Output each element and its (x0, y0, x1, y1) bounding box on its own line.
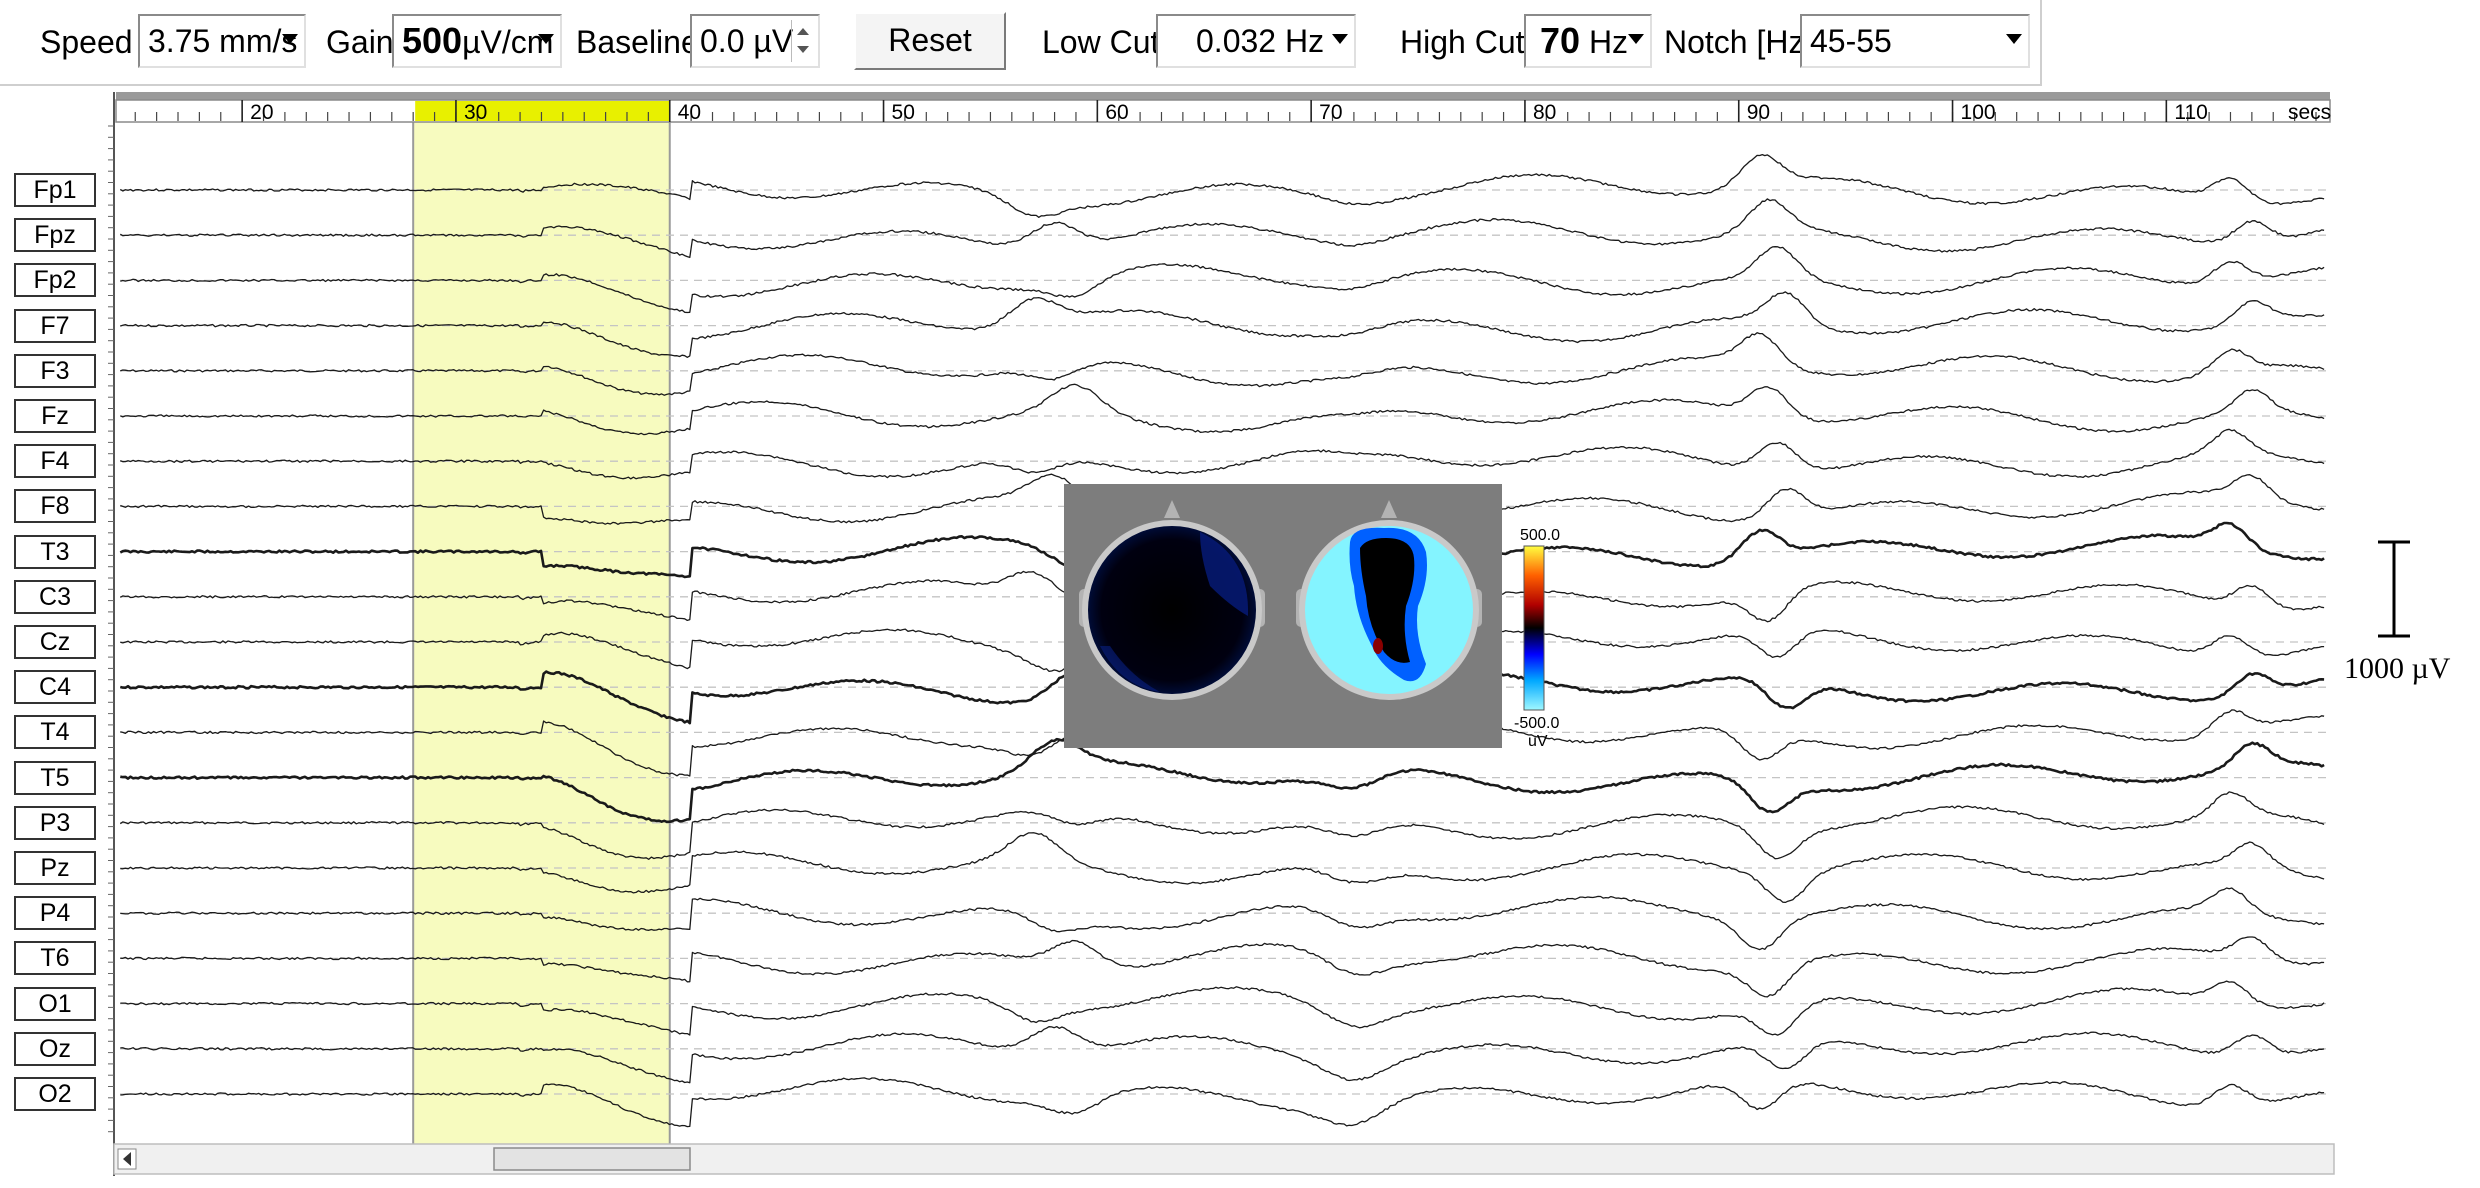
ruler-major-ticks: 20 30 40 50 60 70 80 90 100 110 (241, 100, 2208, 124)
ruler-top-bar (116, 92, 2330, 100)
channel-label-t6[interactable]: T6 (14, 941, 96, 976)
eeg-trace-p4 (120, 887, 2325, 951)
eeg-trace-fp2 (120, 246, 2325, 314)
chevron-down-icon[interactable] (282, 34, 298, 44)
topomap-inset: 500.0 -500.0 uV (1064, 484, 1560, 750)
lowcut-dropdown[interactable]: 0.032 Hz (1156, 14, 1356, 68)
channel-label-f7[interactable]: F7 (14, 308, 96, 343)
ruler-unit: secs (2288, 101, 2331, 124)
chevron-down-icon[interactable] (1332, 34, 1348, 44)
topomap-colorbar (1523, 545, 1545, 711)
eeg-trace-t5 (120, 737, 2325, 824)
horizontal-scrollbar[interactable] (113, 1143, 2335, 1175)
ruler-tick-label: 50 (892, 101, 915, 124)
gain-value-number: 500 (402, 20, 463, 61)
lowcut-value: 0.032 Hz (1196, 23, 1325, 59)
eeg-plot-area: 20 30 40 50 60 70 80 90 100 110 secs 1000 µV (0, 86, 2480, 1183)
selection-ruler-highlight[interactable] (415, 101, 670, 121)
channel-label-fz[interactable]: Fz (14, 399, 96, 433)
amplitude-scale-bar (2378, 540, 2410, 638)
notch-value: 45-55 (1810, 23, 1892, 59)
speed-dropdown[interactable]: 3.75 mm/s (138, 14, 306, 68)
ruler-tick-label: 70 (1319, 101, 1342, 124)
eeg-toolbar: Speed 3.75 mm/s Gain 500µV/cm Baseline 0… (0, 0, 2042, 86)
speed-value: 3.75 mm/s (148, 23, 298, 59)
topomap-right-head (1296, 500, 1482, 700)
channel-label-p3[interactable]: P3 (14, 805, 96, 840)
ruler-tick-label: 80 (1533, 101, 1556, 124)
scrollbar-thumb[interactable] (493, 1147, 691, 1171)
channel-label-oz[interactable]: Oz (14, 1031, 96, 1066)
chevron-down-icon[interactable] (538, 34, 554, 44)
eeg-trace-fpz (119, 198, 2325, 259)
ruler-minor-ticks (134, 112, 2317, 121)
gain-label: Gain (326, 24, 394, 60)
spinner-arrows-icon[interactable] (791, 20, 814, 62)
eeg-traces-canvas: 20 30 40 50 60 70 80 90 100 110 secs 1000 µV (108, 92, 2451, 1176)
highcut-label: High Cut (1400, 24, 1525, 60)
channel-label-c3[interactable]: C3 (14, 579, 96, 614)
channel-label-f3[interactable]: F3 (14, 353, 96, 388)
eeg-trace-f7 (120, 291, 2325, 358)
highcut-value-number: 70 (1540, 20, 1581, 61)
eeg-trace-o1 (120, 980, 2325, 1036)
reset-button[interactable]: Reset (854, 12, 1006, 70)
eeg-trace-oz (120, 1025, 2325, 1084)
channel-label-f8[interactable]: F8 (14, 489, 96, 524)
colorbar-unit-label: uV (1528, 733, 1548, 750)
eeg-trace-f4 (120, 428, 2325, 480)
highcut-value-unit: Hz (1588, 24, 1629, 60)
lowcut-label: Low Cut (1042, 24, 1160, 60)
channel-label-cz[interactable]: Cz (14, 625, 96, 659)
notch-dropdown[interactable]: 45-55 (1800, 14, 2030, 68)
eeg-trace-fz (120, 383, 2325, 436)
channel-label-t3[interactable]: T3 (14, 534, 96, 569)
chevron-down-icon[interactable] (2006, 34, 2022, 44)
scroll-left-arrow-icon[interactable] (123, 1152, 131, 1166)
colorbar-min-label: -500.0 (1514, 715, 1559, 732)
gain-dropdown[interactable]: 500µV/cm (392, 14, 562, 68)
ruler-tick-label: 110 (2174, 101, 2207, 124)
ruler-tick-label: 60 (1105, 101, 1128, 124)
eeg-trace-o2 (120, 1077, 2325, 1128)
ruler-tick-label: 100 (1961, 101, 1996, 124)
chevron-down-icon[interactable] (1628, 34, 1644, 44)
eeg-trace-t6 (120, 936, 2325, 998)
channel-label-o1[interactable]: O1 (14, 986, 96, 1021)
left-axis-ticks (108, 125, 114, 1133)
topomap-left-head (1079, 500, 1265, 700)
eeg-trace-fp1 (119, 153, 2325, 218)
baseline-spinner[interactable]: 0.0 µV (690, 14, 820, 68)
baseline-label: Baseline (576, 24, 699, 60)
ruler-tick-label: 40 (678, 101, 701, 124)
notch-label: Notch [Hz] (1664, 24, 1814, 60)
channel-label-fpz[interactable]: Fpz (14, 218, 96, 253)
speed-label: Speed (40, 24, 133, 60)
scale-bar-label: 1000 µV (2344, 652, 2451, 685)
ruler-tick-label: 20 (250, 101, 273, 124)
channel-label-fp1[interactable]: Fp1 (14, 173, 96, 207)
channel-label-o2[interactable]: O2 (14, 1077, 96, 1111)
channel-label-f4[interactable]: F4 (14, 444, 96, 479)
eeg-trace-pz (120, 832, 2325, 904)
channel-label-t4[interactable]: T4 (14, 715, 96, 750)
highcut-dropdown[interactable]: 70 Hz (1524, 14, 1652, 68)
channel-label-c4[interactable]: C4 (14, 670, 96, 705)
channel-label-t5[interactable]: T5 (14, 760, 96, 795)
channel-label-pz[interactable]: Pz (14, 851, 96, 885)
channel-label-p4[interactable]: P4 (14, 896, 96, 931)
eeg-trace-p3 (119, 791, 2325, 860)
colorbar-max-label: 500.0 (1520, 527, 1560, 544)
ruler-tick-label: 30 (464, 101, 487, 124)
ruler-tick-label: 90 (1747, 101, 1770, 124)
eeg-trace-f3 (120, 332, 2325, 396)
baseline-value: 0.0 µV (700, 23, 794, 59)
time-selection-region[interactable] (413, 106, 670, 1166)
channel-label-fp2[interactable]: Fp2 (14, 263, 96, 298)
